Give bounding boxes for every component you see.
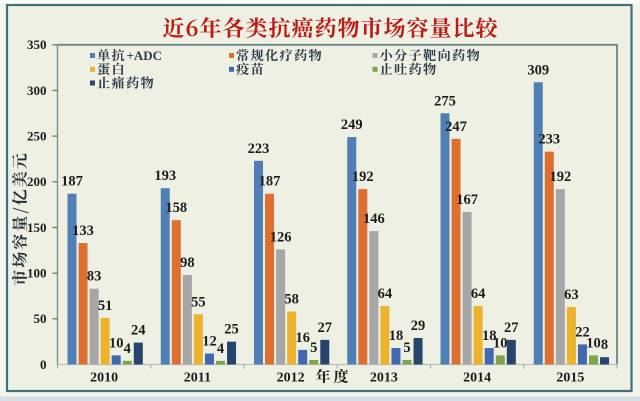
svg-text:100: 100	[27, 266, 47, 281]
svg-text:2015: 2015	[556, 371, 584, 386]
svg-text:5: 5	[310, 340, 317, 356]
svg-text:24: 24	[131, 323, 146, 339]
svg-text:193: 193	[154, 168, 176, 184]
svg-text:5: 5	[403, 340, 410, 356]
svg-text:187: 187	[259, 174, 281, 190]
svg-text:309: 309	[527, 62, 549, 78]
svg-text:98: 98	[180, 255, 195, 271]
svg-text:200: 200	[27, 174, 47, 189]
svg-text:167: 167	[456, 192, 478, 208]
svg-text:192: 192	[549, 169, 571, 185]
svg-text:8: 8	[601, 337, 608, 353]
svg-text:126: 126	[270, 229, 292, 245]
svg-text:27: 27	[318, 320, 333, 336]
svg-text:249: 249	[341, 117, 363, 133]
svg-text:275: 275	[434, 93, 456, 109]
svg-text:158: 158	[165, 200, 187, 216]
svg-text:150: 150	[27, 220, 47, 235]
svg-text:4: 4	[217, 341, 224, 357]
svg-text:10: 10	[493, 335, 508, 351]
svg-text:250: 250	[27, 128, 47, 143]
svg-text:22: 22	[575, 324, 590, 340]
svg-text:187: 187	[61, 174, 83, 190]
svg-text:4: 4	[124, 341, 131, 357]
svg-text:300: 300	[27, 83, 47, 98]
svg-text:83: 83	[87, 269, 102, 285]
svg-text:25: 25	[224, 322, 239, 338]
svg-text:50: 50	[34, 311, 47, 326]
svg-text:29: 29	[411, 318, 426, 334]
svg-text:2012: 2012	[277, 371, 305, 386]
svg-text:27: 27	[504, 320, 519, 336]
svg-text:247: 247	[445, 119, 467, 135]
svg-text:2010: 2010	[90, 371, 118, 386]
svg-text:58: 58	[284, 292, 299, 308]
svg-text:16: 16	[295, 330, 310, 346]
svg-text:192: 192	[352, 169, 374, 185]
svg-text:18: 18	[389, 328, 404, 344]
svg-text:2013: 2013	[370, 371, 398, 386]
svg-text:2014: 2014	[463, 371, 491, 386]
svg-text:64: 64	[471, 286, 486, 302]
svg-text:10: 10	[586, 335, 601, 351]
svg-text:133: 133	[72, 223, 94, 239]
svg-text:2011: 2011	[184, 371, 211, 386]
svg-text:223: 223	[248, 141, 270, 157]
svg-text:0: 0	[40, 357, 47, 372]
svg-text:64: 64	[378, 286, 393, 302]
svg-text:51: 51	[98, 298, 113, 314]
svg-text:233: 233	[538, 132, 560, 148]
svg-text:+ADC: +ADC	[127, 48, 163, 63]
svg-text:55: 55	[191, 294, 206, 310]
svg-text:63: 63	[564, 287, 579, 303]
svg-text:350: 350	[27, 37, 47, 52]
svg-text:10: 10	[109, 335, 124, 351]
svg-text:12: 12	[202, 334, 217, 350]
svg-text:18: 18	[482, 328, 497, 344]
svg-text:146: 146	[363, 211, 385, 227]
